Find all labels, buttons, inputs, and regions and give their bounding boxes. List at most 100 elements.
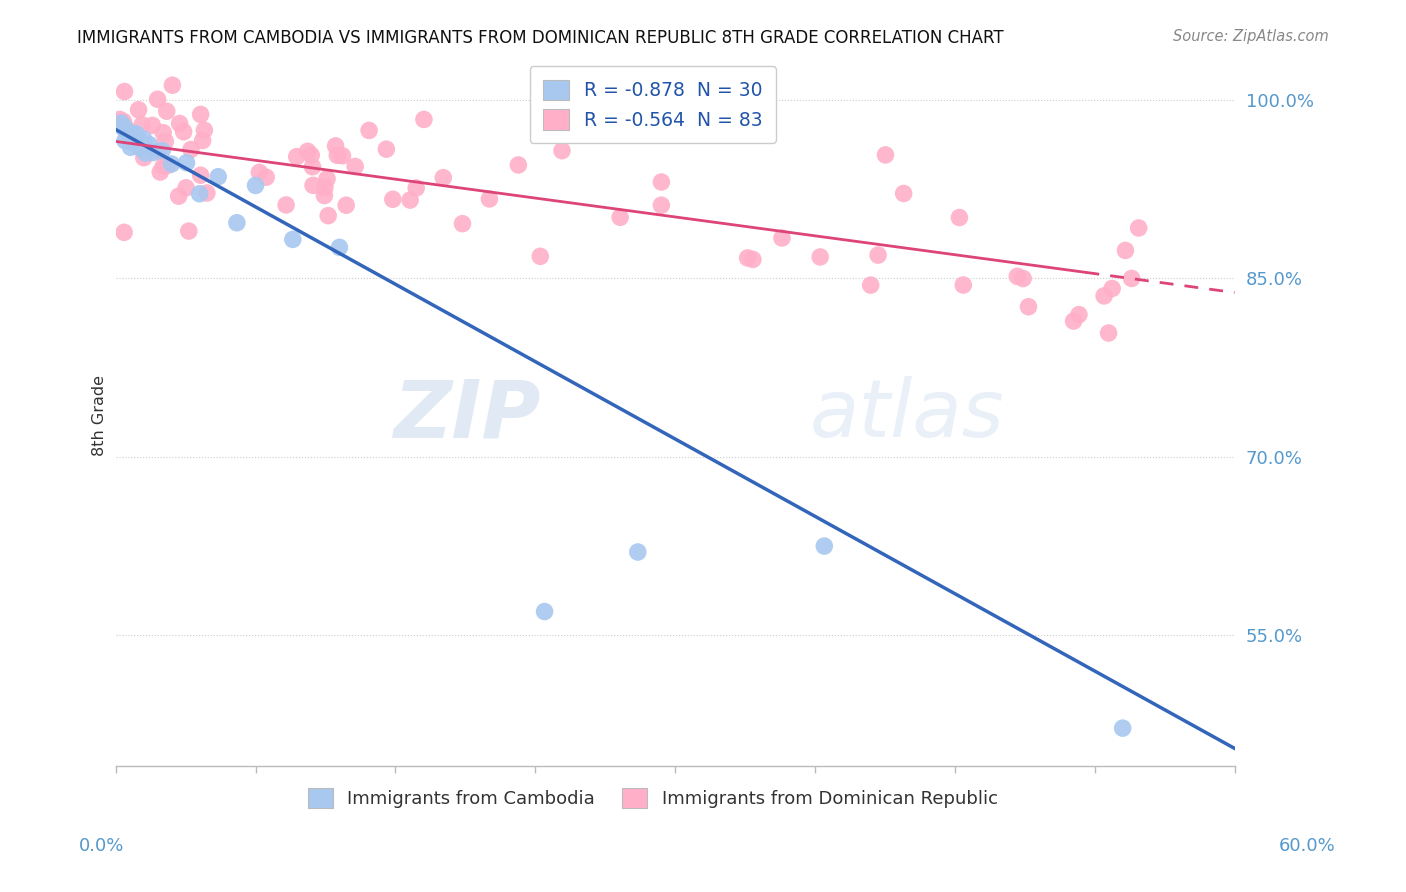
Point: [301, 160, 323, 174]
Point: [134, 146, 156, 161]
Point: [1017, 300, 1039, 314]
Point: [112, 114, 135, 128]
Point: [325, 139, 347, 153]
Point: [952, 278, 974, 293]
Point: [1101, 281, 1123, 295]
Point: [149, 165, 172, 179]
Point: [155, 135, 177, 149]
Point: [142, 145, 165, 160]
Point: [302, 178, 325, 193]
Text: ZIP: ZIP: [394, 376, 541, 454]
Point: [125, 127, 148, 141]
Point: [127, 132, 149, 146]
Point: [247, 165, 270, 179]
Point: [124, 136, 146, 151]
Point: [1092, 289, 1115, 303]
Point: [162, 78, 184, 93]
Point: [167, 189, 190, 203]
Point: [1063, 314, 1085, 328]
Point: [112, 225, 135, 239]
Point: [114, 85, 136, 99]
Point: [110, 116, 132, 130]
Point: [344, 160, 367, 174]
Point: [128, 103, 150, 117]
Point: [381, 192, 404, 206]
Text: atlas: atlas: [810, 376, 1004, 454]
Point: [627, 545, 650, 559]
Point: [314, 188, 336, 202]
Point: [893, 186, 915, 201]
Point: [120, 140, 142, 154]
Point: [1067, 308, 1090, 322]
Point: [533, 605, 555, 619]
Point: [813, 539, 835, 553]
Text: 60.0%: 60.0%: [1279, 837, 1336, 855]
Point: [156, 158, 179, 172]
Point: [808, 250, 831, 264]
Point: [114, 134, 136, 148]
Point: [254, 170, 277, 185]
Point: [478, 192, 501, 206]
Point: [551, 144, 574, 158]
Point: [112, 120, 135, 135]
Point: [1012, 271, 1035, 285]
Point: [285, 150, 308, 164]
Point: [741, 252, 763, 267]
Point: [176, 155, 198, 169]
Point: [875, 148, 897, 162]
Point: [152, 126, 174, 140]
Point: [399, 193, 422, 207]
Point: [1097, 326, 1119, 340]
Point: [177, 224, 200, 238]
Point: [314, 180, 336, 194]
Point: [335, 198, 357, 212]
Point: [132, 132, 155, 146]
Point: [146, 92, 169, 106]
Point: [191, 134, 214, 148]
Point: [115, 124, 138, 138]
Point: [190, 168, 212, 182]
Point: [451, 217, 474, 231]
Point: [281, 232, 304, 246]
Point: [332, 149, 354, 163]
Point: [121, 127, 143, 141]
Point: [299, 148, 322, 162]
Point: [508, 158, 530, 172]
Point: [193, 123, 215, 137]
Point: [297, 145, 319, 159]
Point: [328, 240, 350, 254]
Point: [180, 143, 202, 157]
Point: [245, 178, 267, 193]
Point: [316, 171, 339, 186]
Point: [1121, 271, 1143, 285]
Point: [432, 170, 454, 185]
Point: [326, 148, 349, 162]
Point: [1007, 269, 1029, 284]
Point: [225, 216, 247, 230]
Text: Source: ZipAtlas.com: Source: ZipAtlas.com: [1173, 29, 1329, 44]
Point: [276, 198, 298, 212]
Point: [770, 231, 793, 245]
Point: [868, 248, 890, 262]
Point: [120, 128, 142, 143]
Point: [160, 157, 183, 171]
Point: [413, 112, 436, 127]
Point: [108, 112, 131, 127]
Point: [118, 124, 141, 138]
Point: [114, 120, 136, 135]
Point: [125, 128, 148, 143]
Point: [650, 175, 672, 189]
Point: [138, 137, 160, 152]
Point: [152, 159, 174, 173]
Point: [375, 142, 398, 156]
Point: [188, 186, 211, 201]
Point: [737, 251, 759, 265]
Point: [169, 116, 191, 130]
Point: [529, 249, 551, 263]
Point: [859, 278, 882, 293]
Point: [609, 211, 631, 225]
Point: [405, 181, 427, 195]
Point: [190, 107, 212, 121]
Y-axis label: 8th Grade: 8th Grade: [93, 375, 107, 456]
Point: [118, 126, 141, 140]
